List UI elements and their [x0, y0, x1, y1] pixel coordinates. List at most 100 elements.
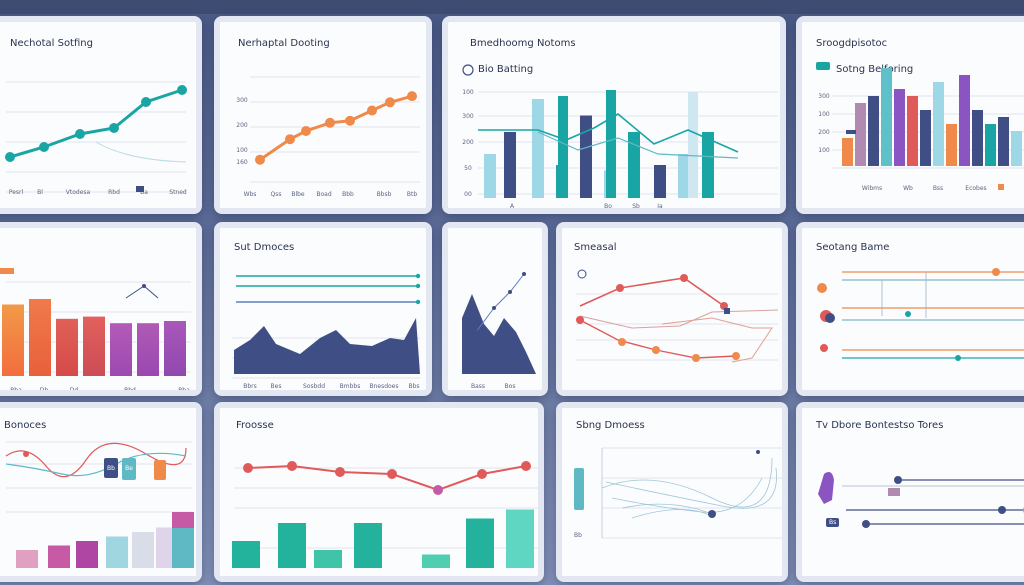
x-tick-label: Bbsb	[377, 191, 392, 198]
bar	[920, 110, 931, 166]
area	[462, 294, 536, 374]
marker	[888, 488, 900, 496]
legend-marker	[577, 269, 587, 279]
bar	[16, 550, 38, 568]
tick-label: Rbd	[108, 189, 120, 196]
data-point	[862, 520, 870, 528]
chart-line-1: Pesrl Bl Vtodesa Rbd Ba Stned	[5, 81, 187, 196]
card-timeline-1[interactable]: Seotang Bame	[796, 222, 1024, 396]
card-line-orange[interactable]: Nerhaptal Dooting 300 200 100 160 Wbs Qss Blbe…	[214, 16, 432, 214]
bar	[48, 545, 70, 568]
x-tick-label: Wibms	[862, 185, 882, 192]
bar	[83, 316, 105, 376]
data-point	[385, 97, 395, 108]
y-tick-label: 160	[236, 159, 248, 166]
mini-line	[125, 285, 159, 299]
card-bar-line[interactable]: Froosse	[214, 402, 544, 582]
x-tick-label: Bbb	[342, 191, 354, 198]
data-point	[141, 97, 151, 107]
chart-line-2: 300 200 100 160 Wbs Qss Blbe Boad Bbb Bbsb Btb	[236, 76, 420, 198]
bar	[56, 318, 78, 376]
card-line-teal[interactable]: Nechotal Sotfing Pesrl Bl Vtodesa Rbd Ba Stne…	[0, 16, 202, 214]
data-point	[75, 129, 85, 139]
card-title: Sbng Dmoess	[576, 420, 645, 431]
data-point	[708, 510, 716, 518]
card-area-1[interactable]: Sut Dmoces Bbrs Bes Sosbdd Bmbbs Bnesdoes Bbs	[214, 222, 432, 396]
series-line	[5, 442, 187, 478]
bar	[106, 536, 128, 568]
card-subtitle: Sotng Belforing	[836, 64, 914, 75]
flow-line	[601, 457, 773, 508]
data-point	[894, 476, 902, 484]
x-tick-label: Blbe	[291, 191, 305, 198]
card-bar-badges[interactable]: Bonoces Bb Be	[0, 402, 202, 582]
card-timeline-2[interactable]: Tv Dbore Bontestso Tores Bs	[796, 402, 1024, 582]
badge	[122, 458, 136, 480]
bar	[985, 124, 996, 166]
x-tick-label: Boad	[316, 191, 331, 198]
series-line	[579, 277, 725, 307]
series-line	[478, 113, 739, 153]
bar	[558, 96, 568, 198]
data-point	[618, 338, 626, 346]
bar	[628, 132, 640, 198]
data-point	[433, 485, 443, 495]
bar	[354, 523, 382, 568]
bar	[2, 304, 24, 376]
bar	[580, 115, 592, 198]
data-point	[23, 451, 29, 457]
legend-marker	[817, 283, 827, 293]
data-point	[325, 117, 335, 128]
badge-label: Be	[125, 465, 133, 472]
y-tick-label: 50	[464, 165, 472, 172]
card-title: Froosse	[236, 420, 274, 431]
bar	[506, 509, 534, 568]
data-point	[243, 463, 253, 473]
chart-timeline-9	[817, 268, 1024, 361]
card-flow[interactable]: Sbng Dmoess Bb	[556, 402, 788, 582]
data-point	[335, 467, 345, 477]
legend-bar	[574, 468, 584, 510]
tick-label: Ba	[140, 189, 148, 196]
x-tick-label: Dd	[70, 387, 79, 394]
chart-area-6: Bbrs Bes Sosbdd Bmbbs Bnesdoes Bbs	[232, 273, 421, 390]
bar	[132, 532, 154, 568]
data-point	[522, 272, 526, 276]
data-point	[508, 290, 512, 294]
x-tick-label: Wbs	[244, 191, 257, 198]
x-tick-label: Bes	[271, 383, 282, 390]
data-point	[992, 268, 1000, 276]
y-tick-label: 00	[464, 191, 472, 198]
data-point	[680, 274, 688, 282]
bar-cap	[172, 512, 194, 528]
legend-swatch	[0, 268, 14, 274]
x-tick-label: Bba	[178, 387, 190, 394]
tick-label: Vtodesa	[66, 189, 91, 196]
card-area-2[interactable]: Bass Bos	[442, 222, 548, 396]
y-tick-label: 300	[818, 93, 830, 100]
bar	[606, 90, 616, 198]
marker	[724, 308, 730, 314]
x-tick-label: Sb	[632, 203, 640, 210]
data-point	[955, 355, 961, 361]
bar	[29, 299, 51, 376]
card-bar-multicolor[interactable]: Sroogdpisotoc Sotng Belforing 300 100 200 1…	[796, 16, 1024, 214]
bar	[933, 82, 944, 166]
chart-timeline-13	[818, 472, 1024, 528]
card-line-network[interactable]: Smeasal	[556, 222, 788, 396]
x-tick-label: Bbrs	[243, 383, 257, 390]
bar	[842, 138, 853, 166]
x-tick-label: Qss	[271, 191, 282, 198]
bar	[881, 68, 892, 166]
legend-marker	[820, 344, 828, 352]
flow-line	[621, 503, 713, 515]
data-point	[109, 123, 119, 133]
data-point	[387, 469, 397, 479]
legend-swatch	[998, 184, 1004, 190]
legend-swatch	[816, 62, 830, 70]
card-title: Tv Dbore Bontestso Tores	[816, 420, 944, 431]
card-bar-combo[interactable]: Bmedhoomg Notoms Bio Batting 100 300 200 50…	[442, 16, 786, 214]
data-point	[142, 284, 146, 288]
x-tick-label: Bo	[604, 203, 612, 210]
card-bar-gradient[interactable]: Bba Db Dd Bbd Bba	[0, 222, 202, 396]
